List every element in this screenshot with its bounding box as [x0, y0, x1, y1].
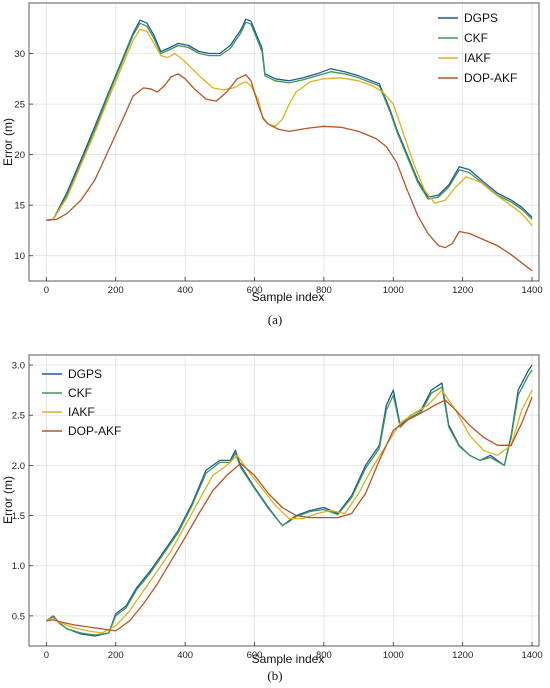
y-tick-label: 1.5 — [12, 511, 25, 522]
legend-entry: DOP-AKF — [464, 71, 517, 85]
x-tick-label: 1200 — [452, 650, 473, 661]
series-line-ckf — [52, 21, 533, 220]
x-tick-label: 400 — [177, 650, 193, 661]
x-axis-label: Sample index — [252, 290, 325, 304]
x-tick-label: 1400 — [521, 285, 542, 296]
y-tick-label: 0.5 — [12, 611, 25, 622]
x-tick-label: 1400 — [521, 650, 542, 661]
y-axis-label: Error (m) — [1, 118, 15, 166]
y-tick-label: 20 — [14, 150, 25, 161]
x-tick-label: 800 — [316, 650, 332, 661]
series-line-ckf — [45, 369, 533, 636]
x-tick-label: 1000 — [383, 285, 404, 296]
y-tick-label: 10 — [14, 251, 25, 262]
x-axis-label: Sample index — [252, 652, 325, 666]
legend: DGPS CKF IAKF DOP-AKF — [438, 11, 517, 85]
x-tick-label: 600 — [247, 650, 263, 661]
y-tick-label: 3.0 — [12, 361, 25, 372]
y-tick-label: 1.0 — [12, 561, 25, 572]
y-axis-label: Error (m) — [1, 476, 15, 524]
legend-entry: IAKF — [464, 51, 491, 65]
x-tick-label: 1200 — [452, 285, 473, 296]
legend-entry: CKF — [68, 386, 92, 400]
series-line-dop-akf — [46, 396, 533, 632]
y-tick-label: 25 — [14, 100, 25, 111]
legend-entry: DGPS — [68, 367, 102, 381]
x-tick-label: 1000 — [383, 650, 404, 661]
series-line-iakf — [46, 389, 533, 634]
legend-entry: DOP-AKF — [68, 424, 121, 438]
series-line-dgps — [45, 364, 533, 637]
x-tick-label: 0 — [44, 285, 49, 296]
legend: DGPS CKF IAKF DOP-AKF — [42, 367, 121, 438]
panel-caption: (a) — [268, 312, 282, 327]
series-line-dop-akf — [46, 73, 533, 272]
chart-panel-b: 0 200 400 600 800 1000 1200 1400 0.5 1.0 1.5 2.0 2.5… — [1, 354, 543, 683]
series-line-iakf — [52, 28, 533, 226]
chart-panel-a: 0 200 400 600 800 1000 1200 1400 10 15 20 25 30 Sampl… — [1, 2, 543, 327]
y-tick-label: 30 — [14, 49, 25, 60]
x-tick-label: 800 — [316, 285, 332, 296]
legend-entry: DGPS — [464, 11, 498, 25]
y-tick-label: 15 — [14, 201, 25, 212]
y-tick-label: 2.5 — [12, 411, 25, 422]
plot-frame — [28, 2, 540, 282]
x-tick-label: 600 — [247, 285, 263, 296]
series-line-dgps — [46, 18, 533, 221]
panel-caption: (b) — [267, 668, 282, 683]
x-tick-label: 400 — [177, 285, 193, 296]
legend-entry: IAKF — [68, 405, 95, 419]
y-tick-label: 2.0 — [12, 461, 25, 472]
legend-entry: CKF — [464, 31, 488, 45]
x-tick-label: 200 — [108, 285, 124, 296]
plot-frame — [28, 354, 540, 647]
x-tick-label: 200 — [108, 650, 124, 661]
x-tick-label: 0 — [44, 650, 49, 661]
